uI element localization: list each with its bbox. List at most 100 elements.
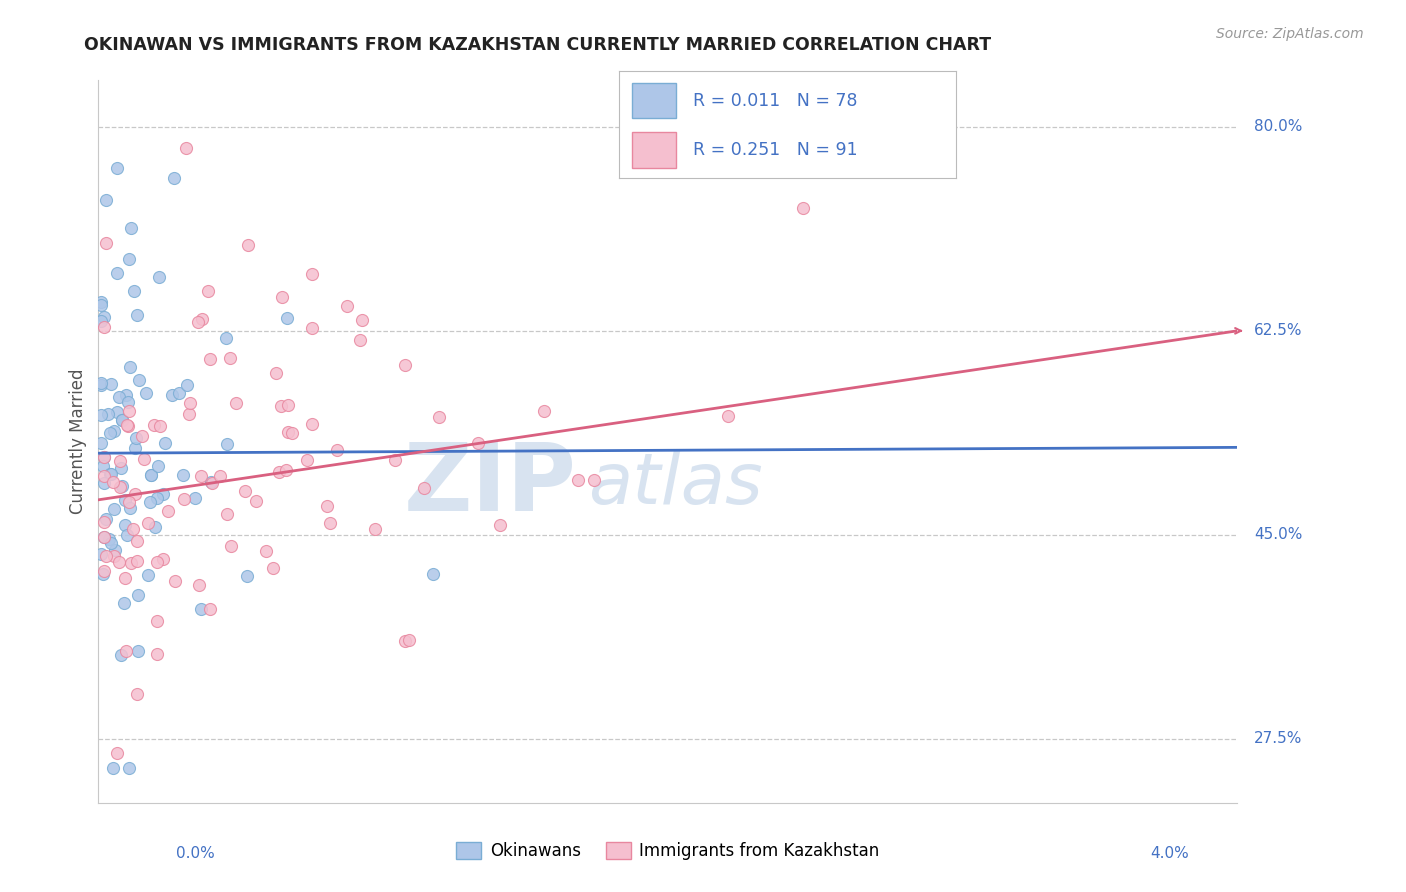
Point — [301, 267, 323, 281]
Point — [131, 429, 153, 443]
Text: R = 0.251   N = 91: R = 0.251 N = 91 — [693, 141, 858, 159]
Point — [174, 141, 197, 155]
Point — [90, 408, 112, 422]
Point — [115, 388, 138, 402]
Point — [90, 376, 112, 390]
Point — [91, 458, 114, 473]
Point — [792, 201, 814, 215]
Text: 80.0%: 80.0% — [1254, 120, 1303, 135]
Point — [105, 161, 128, 176]
Point — [132, 452, 155, 467]
Text: 27.5%: 27.5% — [1254, 731, 1303, 747]
Point — [115, 528, 138, 542]
Point — [100, 467, 122, 481]
Point — [105, 747, 128, 761]
Point — [271, 290, 294, 304]
Point — [115, 418, 138, 433]
Point — [98, 467, 121, 481]
Point — [111, 479, 134, 493]
Point — [108, 555, 131, 569]
Point — [143, 520, 166, 534]
Legend: Okinawans, Immigrants from Kazakhstan: Okinawans, Immigrants from Kazakhstan — [450, 835, 886, 867]
Point — [100, 376, 122, 391]
Point — [146, 555, 169, 569]
Point — [105, 266, 128, 280]
Point — [533, 404, 555, 418]
Point — [219, 351, 242, 366]
Point — [136, 516, 159, 530]
Text: 4.0%: 4.0% — [1150, 846, 1189, 861]
Point — [118, 761, 141, 775]
Point — [269, 465, 291, 479]
Point — [179, 396, 201, 410]
Point — [583, 473, 606, 487]
Point — [717, 409, 740, 424]
Point — [280, 426, 302, 441]
Point — [118, 252, 141, 266]
Point — [103, 549, 125, 564]
Point — [97, 407, 120, 421]
Point — [118, 501, 141, 516]
Point — [316, 499, 339, 513]
Point — [128, 373, 150, 387]
Text: 0.0%: 0.0% — [176, 846, 215, 861]
FancyBboxPatch shape — [633, 83, 676, 119]
Point — [277, 425, 299, 440]
Text: 45.0%: 45.0% — [1254, 527, 1303, 542]
Point — [101, 761, 124, 775]
Point — [93, 320, 115, 334]
Point — [120, 220, 142, 235]
Point — [197, 284, 219, 298]
Point — [384, 453, 406, 467]
Point — [124, 487, 146, 501]
Point — [110, 461, 132, 475]
Point — [245, 493, 267, 508]
Point — [163, 171, 186, 186]
Text: ZIP: ZIP — [404, 439, 576, 531]
Point — [160, 387, 183, 401]
Point — [190, 602, 212, 616]
Point — [177, 407, 200, 421]
Point — [103, 424, 125, 438]
Point — [297, 453, 319, 467]
Point — [187, 577, 209, 591]
Point — [127, 587, 149, 601]
Point — [114, 493, 136, 508]
Point — [118, 404, 141, 418]
Point — [108, 480, 131, 494]
Point — [91, 566, 114, 581]
Text: atlas: atlas — [588, 450, 762, 519]
Point — [101, 475, 124, 489]
Point — [125, 687, 148, 701]
Point — [467, 436, 489, 450]
Point — [110, 648, 132, 663]
Point — [173, 492, 195, 507]
Point — [254, 544, 277, 558]
Point — [94, 549, 117, 563]
Point — [184, 491, 207, 505]
Point — [93, 469, 115, 483]
Point — [148, 270, 170, 285]
Point — [146, 647, 169, 661]
Point — [118, 494, 141, 508]
Point — [187, 315, 209, 329]
Point — [90, 294, 112, 309]
Point — [120, 360, 142, 375]
Point — [93, 310, 115, 325]
Point — [270, 399, 292, 413]
Point — [146, 491, 169, 505]
Point — [236, 238, 259, 252]
Point — [127, 553, 149, 567]
Point — [350, 312, 373, 326]
Point — [120, 556, 142, 570]
Point — [114, 517, 136, 532]
Point — [427, 409, 450, 424]
Point — [489, 518, 512, 533]
Point — [135, 385, 157, 400]
Point — [104, 542, 127, 557]
Point — [149, 418, 172, 433]
Point — [127, 534, 149, 549]
Point — [274, 463, 297, 477]
Text: Source: ZipAtlas.com: Source: ZipAtlas.com — [1216, 27, 1364, 41]
Point — [96, 512, 118, 526]
